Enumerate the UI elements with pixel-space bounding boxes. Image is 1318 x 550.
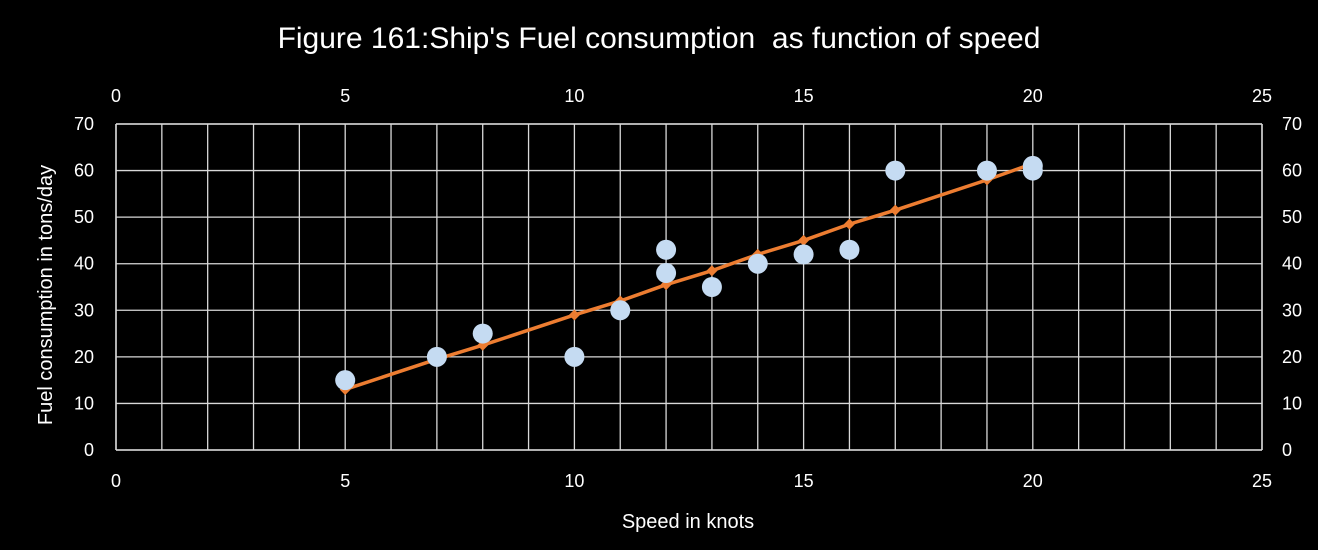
x-tick-label: 0 bbox=[111, 471, 121, 491]
chart-title: Figure 161:Ship's Fuel consumption as fu… bbox=[278, 22, 1041, 55]
x-tick-label: 5 bbox=[340, 471, 350, 491]
x-top-tick-label: 15 bbox=[794, 86, 814, 106]
data-point bbox=[701, 277, 722, 297]
x-tick-label: 15 bbox=[794, 471, 814, 491]
y-right-tick-label: 10 bbox=[1282, 393, 1302, 413]
trend-marker bbox=[843, 218, 855, 230]
y-tick-label: 30 bbox=[74, 300, 94, 320]
y-tick-label: 50 bbox=[74, 207, 94, 227]
trend-marker bbox=[706, 265, 718, 277]
y-right-tick-label: 60 bbox=[1282, 161, 1302, 181]
trend-line bbox=[344, 161, 1034, 392]
trend-marker bbox=[568, 309, 580, 321]
y-tick-label: 70 bbox=[74, 114, 94, 134]
x-top-tick-label: 20 bbox=[1023, 86, 1043, 106]
data-point bbox=[1022, 160, 1043, 181]
x-axis-title: Speed in knots bbox=[622, 511, 754, 533]
y-right-tick-label: 70 bbox=[1282, 114, 1302, 134]
data-point bbox=[747, 253, 768, 274]
y-tick-label: 20 bbox=[74, 347, 94, 367]
data-point bbox=[976, 160, 997, 181]
x-top-tick-label: 0 bbox=[111, 86, 121, 106]
x-top-tick-label: 5 bbox=[340, 86, 350, 106]
data-point bbox=[610, 300, 631, 321]
x-top-tick-label: 10 bbox=[564, 86, 584, 106]
data-point bbox=[426, 346, 447, 367]
axes bbox=[115, 123, 1263, 451]
x-tick-label: 20 bbox=[1023, 471, 1043, 491]
y-right-tick-label: 20 bbox=[1282, 347, 1302, 367]
x-top-tick-label: 25 bbox=[1252, 86, 1272, 106]
x-tick-label: 10 bbox=[564, 471, 584, 491]
scatter-series bbox=[335, 155, 1043, 391]
y-right-tick-label: 30 bbox=[1282, 300, 1302, 320]
y-tick-label: 0 bbox=[84, 440, 94, 460]
data-point bbox=[839, 239, 860, 260]
y-axis-title: Fuel consumption in tons/day bbox=[35, 165, 57, 425]
data-point bbox=[793, 244, 814, 265]
data-point bbox=[335, 370, 356, 391]
x-tick-label: 25 bbox=[1252, 471, 1272, 491]
y-tick-label: 10 bbox=[74, 393, 94, 413]
y-right-tick-label: 0 bbox=[1282, 440, 1292, 460]
y-tick-label: 40 bbox=[74, 254, 94, 274]
data-point bbox=[885, 160, 906, 181]
y-tick-label: 60 bbox=[74, 161, 94, 181]
trend-marker bbox=[889, 204, 901, 216]
data-point bbox=[656, 263, 677, 284]
y-right-tick-label: 50 bbox=[1282, 207, 1302, 227]
grid bbox=[115, 123, 1263, 451]
y-right-tick-label: 40 bbox=[1282, 254, 1302, 274]
data-point bbox=[656, 239, 677, 260]
trend-marker bbox=[798, 234, 810, 246]
data-point bbox=[472, 323, 493, 344]
data-point bbox=[564, 346, 585, 367]
